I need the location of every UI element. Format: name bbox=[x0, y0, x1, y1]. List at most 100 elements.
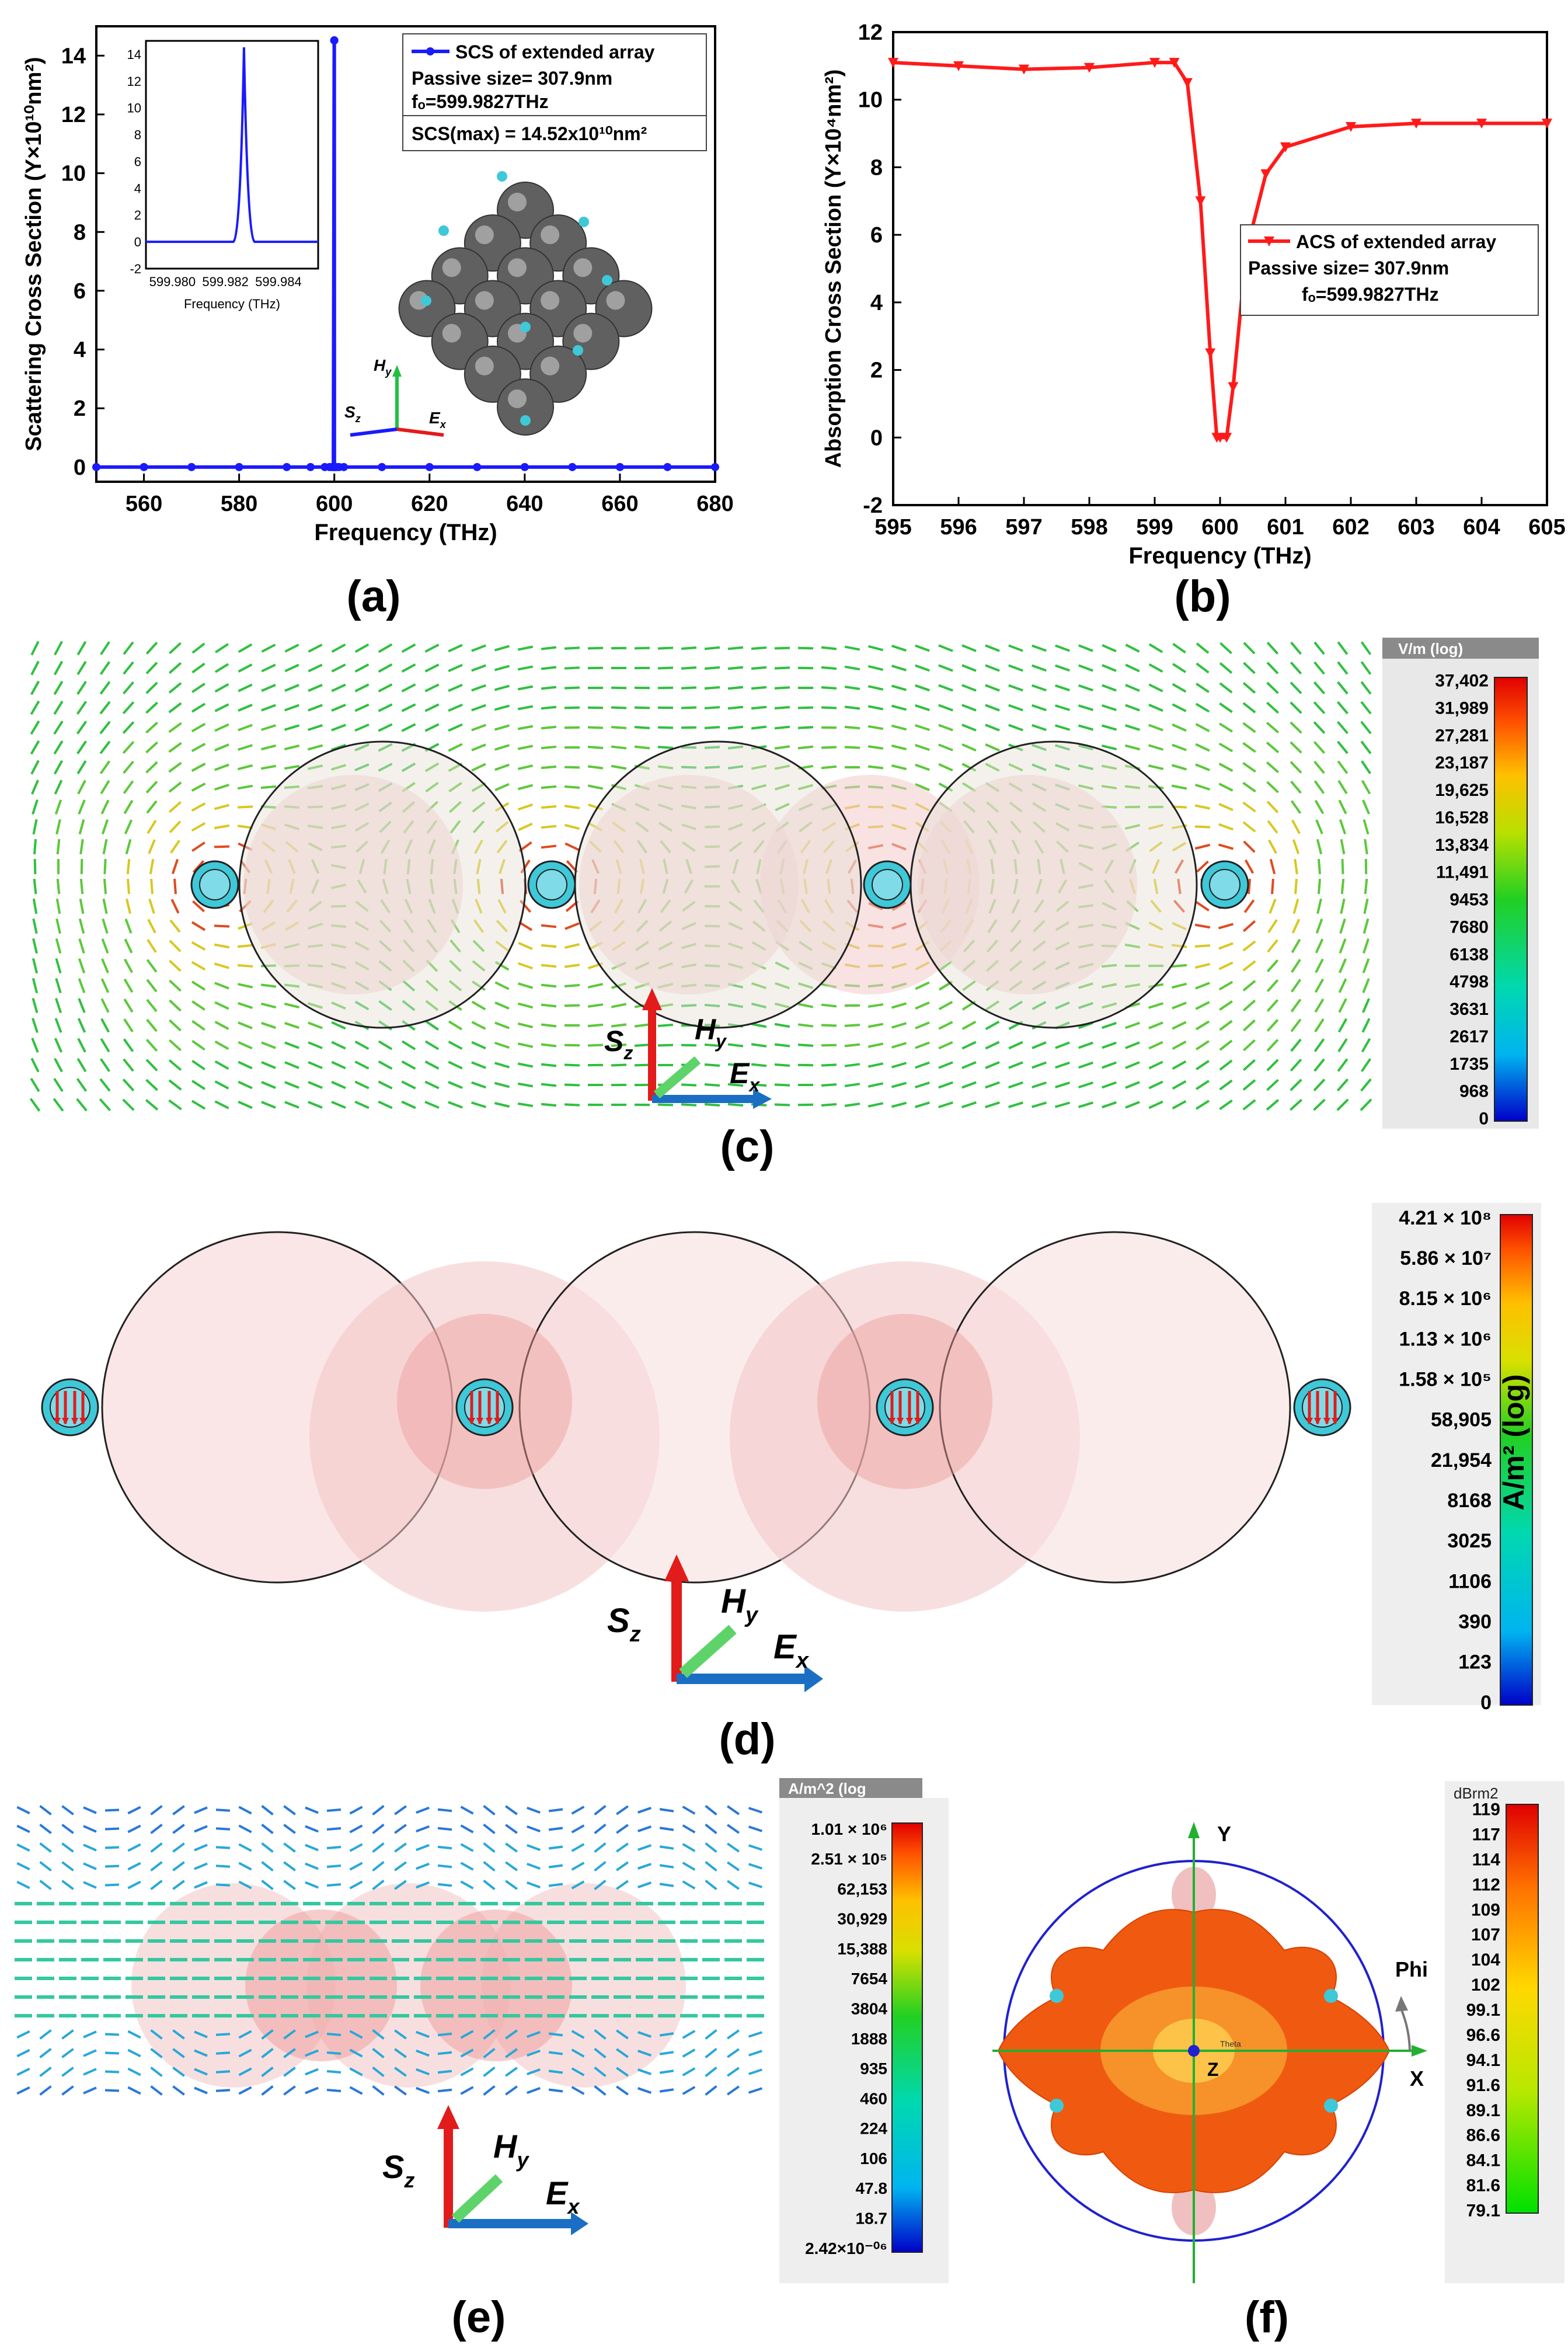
field-arrow bbox=[1313, 1079, 1326, 1091]
colorbar-tick-label: 123 bbox=[1458, 1651, 1492, 1674]
data-point bbox=[187, 462, 196, 471]
field-arrow bbox=[774, 1022, 790, 1028]
field-arrow bbox=[611, 745, 627, 750]
field-arrow bbox=[517, 1022, 534, 1029]
colorbar-tick-label: 23,187 bbox=[1435, 753, 1489, 773]
field-arrow bbox=[1291, 919, 1301, 934]
field-arrow bbox=[169, 999, 182, 1012]
panel-d: Sz Hy Ex A/m² (log) 4.21 × 10⁸ 5.86 × 10⁷… bbox=[0, 1191, 1568, 1764]
field-arrow bbox=[637, 1881, 651, 1888]
field-arrow bbox=[938, 1101, 953, 1108]
inset-y-tick: -2 bbox=[130, 262, 141, 276]
field-arrow bbox=[349, 1880, 363, 1890]
field-arrow bbox=[127, 1862, 141, 1871]
field-arrow bbox=[1337, 1038, 1348, 1053]
x-axis-label: Frequency (THz) bbox=[1128, 543, 1311, 569]
field-arrow bbox=[1125, 663, 1140, 673]
field-arrow bbox=[124, 958, 133, 973]
field-arrow bbox=[416, 1806, 430, 1814]
field-arrow bbox=[30, 740, 40, 755]
field-arrow bbox=[751, 764, 767, 770]
field-arrow bbox=[194, 1825, 208, 1833]
field-arrow bbox=[1078, 724, 1094, 731]
field-arrow bbox=[55, 998, 62, 1013]
field-arrow bbox=[214, 784, 229, 791]
field-arrow bbox=[517, 725, 534, 731]
field-arrow bbox=[494, 1041, 510, 1049]
field-arrow bbox=[169, 1039, 182, 1052]
field-arrow bbox=[29, 1098, 41, 1112]
field-arrow bbox=[1219, 1079, 1233, 1091]
field-arrow bbox=[1337, 641, 1349, 655]
field-arrow bbox=[915, 1041, 930, 1049]
inset-y-tick: 2 bbox=[134, 208, 141, 222]
inset-y-tick: 6 bbox=[134, 154, 141, 169]
field-arrow bbox=[1125, 1061, 1140, 1069]
field-arrow bbox=[284, 1041, 299, 1049]
field-arrow bbox=[283, 1842, 296, 1853]
field-arrow bbox=[261, 704, 276, 712]
field-arrow bbox=[127, 1824, 141, 1834]
field-arrow bbox=[541, 924, 557, 928]
field-arrow bbox=[1032, 1041, 1047, 1049]
colorbar-tick-label: 114 bbox=[1472, 1850, 1501, 1869]
field-arrow bbox=[284, 1002, 300, 1009]
field-arrow bbox=[424, 1080, 440, 1090]
colorbar-tick-label: 0 bbox=[1480, 1692, 1492, 1714]
field-arrow bbox=[1125, 1041, 1140, 1049]
field-arrow bbox=[145, 642, 158, 655]
field-arrow bbox=[891, 704, 907, 711]
field-arrow bbox=[821, 686, 837, 690]
inset-frame bbox=[145, 40, 319, 270]
field-arrow bbox=[237, 825, 253, 829]
field-arrow bbox=[330, 764, 347, 771]
field-arrow bbox=[1218, 942, 1234, 950]
axis-e-label-c: Ex bbox=[730, 1057, 760, 1095]
field-arrow bbox=[424, 1040, 440, 1050]
field-arrow bbox=[564, 984, 580, 987]
field-arrow bbox=[616, 1861, 629, 1872]
inset-x-tick: 599.980 bbox=[149, 274, 196, 289]
field-arrow bbox=[61, 2048, 74, 2058]
field-arrow bbox=[1337, 780, 1348, 795]
field-arrow bbox=[517, 1082, 534, 1088]
field-arrow bbox=[961, 664, 977, 672]
field-arrow bbox=[915, 664, 930, 672]
field-arrow bbox=[283, 2085, 296, 2096]
field-arrow bbox=[494, 763, 510, 771]
field-arrow bbox=[1292, 898, 1299, 914]
field-arrow bbox=[78, 938, 85, 954]
field-arrow bbox=[891, 1002, 907, 1009]
field-arrow bbox=[517, 784, 534, 791]
field-arrow bbox=[123, 1018, 134, 1032]
field-arrow bbox=[727, 1043, 744, 1048]
colorbar-tick-label: 3025 bbox=[1447, 1530, 1492, 1552]
field-arrow bbox=[460, 1862, 474, 1871]
field-arrow bbox=[548, 1845, 563, 1850]
field-arrow bbox=[76, 740, 87, 754]
field-arrow bbox=[284, 764, 300, 770]
field-arrow bbox=[39, 1842, 52, 1853]
field-arrow bbox=[349, 2086, 363, 2095]
field-arrow bbox=[704, 1063, 720, 1067]
x-tick-label: 560 bbox=[126, 492, 162, 516]
field-arrow bbox=[354, 643, 370, 653]
colorbar-tick-label: 27,281 bbox=[1435, 726, 1489, 745]
field-arrow bbox=[307, 744, 323, 751]
field-arrow bbox=[99, 661, 111, 675]
field-arrow bbox=[483, 1860, 496, 1872]
field-arrow bbox=[494, 981, 510, 990]
field-arrow bbox=[378, 743, 393, 752]
legend-label-a: SCS of extended array bbox=[455, 41, 655, 62]
field-arrow bbox=[349, 2067, 363, 2076]
field-arrow bbox=[475, 899, 483, 914]
field-arrow bbox=[56, 839, 61, 855]
field-arrow bbox=[449, 801, 462, 813]
field-arrow bbox=[122, 1079, 135, 1091]
field-arrow bbox=[54, 799, 62, 815]
field-arrow bbox=[305, 1881, 319, 1889]
field-arrow bbox=[774, 706, 790, 709]
field-arrow bbox=[1266, 721, 1280, 734]
field-arrow bbox=[215, 2033, 231, 2036]
field-arrow bbox=[416, 1843, 430, 1852]
